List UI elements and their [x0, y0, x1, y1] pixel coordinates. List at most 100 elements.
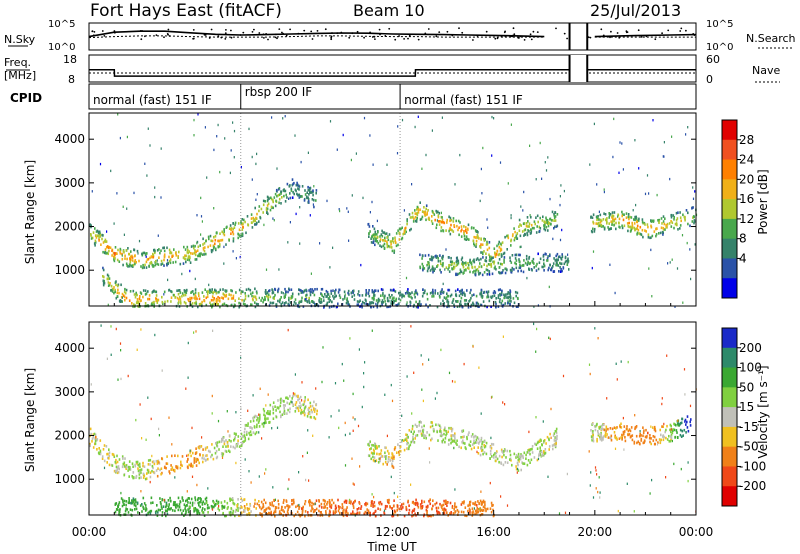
scatter-cell	[511, 234, 514, 238]
scatter-cell	[467, 509, 469, 513]
scatter-cell	[309, 214, 311, 217]
scatter-cell	[187, 248, 189, 252]
scatter-cell	[120, 349, 122, 352]
scatter-cell	[480, 447, 483, 450]
scatter-cell	[369, 134, 371, 137]
scatter-cell	[150, 501, 152, 505]
scatter-cell	[312, 193, 314, 197]
scatter-cell	[694, 243, 696, 246]
scatter-cell	[344, 295, 346, 298]
scatter-cell	[462, 439, 464, 443]
scatter-cell	[425, 153, 427, 157]
scatter-cell	[483, 250, 485, 253]
scatter-cell	[554, 259, 557, 262]
scatter-cell	[429, 461, 431, 464]
scatter-cell	[156, 462, 159, 465]
scatter-cell	[196, 483, 198, 487]
scatter-cell	[451, 429, 453, 433]
noise-point	[504, 35, 507, 37]
scatter-cell	[390, 243, 392, 246]
scatter-cell	[475, 245, 477, 248]
scatter-cell	[163, 290, 166, 294]
scatter-cell	[545, 442, 547, 445]
scatter-cell	[477, 305, 479, 308]
scatter-cell	[409, 292, 412, 296]
scatter-cell	[341, 503, 344, 506]
scatter-cell	[172, 293, 175, 297]
scatter-cell	[155, 259, 157, 263]
scatter-cell	[251, 427, 253, 430]
scatter-cell	[91, 190, 93, 193]
scatter-cell	[203, 253, 205, 256]
scatter-cell	[237, 222, 240, 225]
scatter-cell	[602, 218, 605, 221]
scatter-cell	[660, 226, 663, 230]
scatter-cell	[117, 503, 120, 506]
scatter-cell	[203, 249, 206, 253]
scatter-cell	[265, 404, 267, 407]
scatter-cell	[200, 215, 203, 218]
scatter-cell	[458, 445, 460, 449]
scatter-cell	[300, 300, 303, 303]
scatter-cell	[247, 409, 249, 412]
scatter-cell	[174, 503, 177, 507]
scatter-cell	[478, 502, 481, 505]
scatter-cell	[398, 227, 401, 231]
scatter-cell	[127, 469, 129, 472]
scatter-cell	[387, 460, 389, 464]
scatter-cell	[500, 271, 503, 275]
scatter-cell	[145, 255, 147, 258]
scatter-cell	[165, 462, 168, 465]
scatter-cell	[176, 466, 179, 470]
scatter-cell	[499, 288, 501, 291]
scatter-cell	[298, 196, 301, 199]
scatter-cell	[463, 225, 465, 228]
data-gap	[569, 113, 588, 306]
scatter-cell	[319, 242, 321, 245]
scatter-cell	[144, 162, 146, 165]
scatter-cell	[417, 115, 419, 118]
scatter-cell	[215, 298, 218, 302]
scatter-cell	[494, 291, 497, 294]
scatter-cell	[535, 216, 537, 219]
scatter-cell	[477, 230, 479, 234]
scatter-cell	[328, 297, 330, 300]
scatter-cell	[127, 501, 130, 505]
scatter-cell	[387, 235, 389, 238]
scatter-cell	[382, 294, 384, 297]
scatter-cell	[652, 439, 655, 442]
scatter-cell	[146, 258, 149, 261]
scatter-cell	[240, 290, 243, 293]
scatter-cell	[249, 420, 252, 423]
scatter-cell	[386, 240, 388, 243]
scatter-cell	[603, 190, 605, 194]
noise-point	[140, 38, 143, 41]
scatter-cell	[147, 459, 150, 462]
scatter-cell	[261, 296, 263, 300]
scatter-cell	[254, 223, 256, 226]
scatter-cell	[519, 266, 522, 269]
scatter-cell	[653, 435, 656, 439]
scatter-cell	[670, 214, 672, 217]
scatter-cell	[197, 446, 200, 449]
scatter-cell	[406, 433, 408, 437]
scatter-cell	[466, 437, 468, 441]
scatter-cell	[250, 213, 253, 216]
scatter-cell	[509, 289, 511, 292]
scatter-cell	[269, 503, 272, 506]
scatter-cell	[352, 429, 354, 432]
scatter-cell	[229, 450, 231, 454]
scatter-cell	[206, 506, 209, 510]
scatter-cell	[497, 261, 500, 265]
scatter-cell	[135, 500, 137, 504]
scatter-cell	[177, 508, 180, 512]
scatter-cell	[312, 510, 315, 514]
scatter-cell	[140, 490, 142, 493]
scatter-cell	[155, 459, 158, 463]
scatter-cell	[102, 241, 105, 244]
scatter-cell	[343, 508, 345, 512]
scatter-cell	[411, 509, 414, 513]
scatter-cell	[125, 464, 128, 467]
scatter-cell	[417, 506, 420, 509]
